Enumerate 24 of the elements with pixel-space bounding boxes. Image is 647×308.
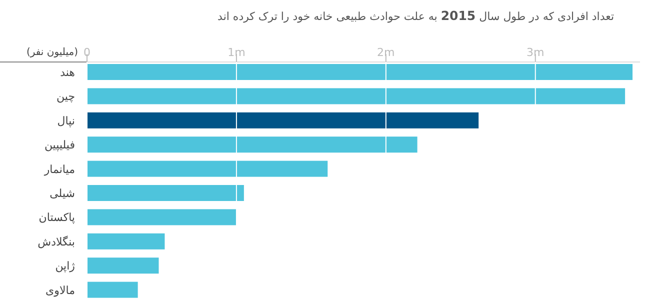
bar: [87, 258, 159, 274]
x-tick-label: 2m: [377, 46, 395, 59]
bar: [87, 282, 138, 298]
y-tick-label: پاکستان: [38, 211, 75, 224]
y-tick-label: چین: [56, 90, 75, 104]
bar: [87, 112, 479, 128]
y-tick-label: میانمار: [43, 162, 76, 176]
y-tick-label: نپال: [57, 114, 75, 128]
bar: [87, 160, 328, 177]
bar: [87, 185, 244, 201]
y-tick-label: شیلی: [50, 187, 75, 200]
bar: [87, 64, 633, 80]
bar: [87, 136, 418, 153]
y-tick-label: هند: [60, 66, 76, 79]
x-tick-label: 3m: [526, 46, 544, 59]
y-tick-label: بنگلادش: [38, 235, 75, 248]
bar: [87, 209, 236, 226]
y-tick-label: فیلیپین: [44, 138, 75, 152]
bar: [87, 233, 165, 250]
bar: [87, 88, 626, 104]
x-tick-label: 1m: [228, 46, 246, 59]
xlabel: (میلیون نفر): [26, 47, 78, 58]
y-tick-label: مالاوی: [46, 284, 76, 297]
y-tick-label: ژاپن: [55, 260, 75, 273]
